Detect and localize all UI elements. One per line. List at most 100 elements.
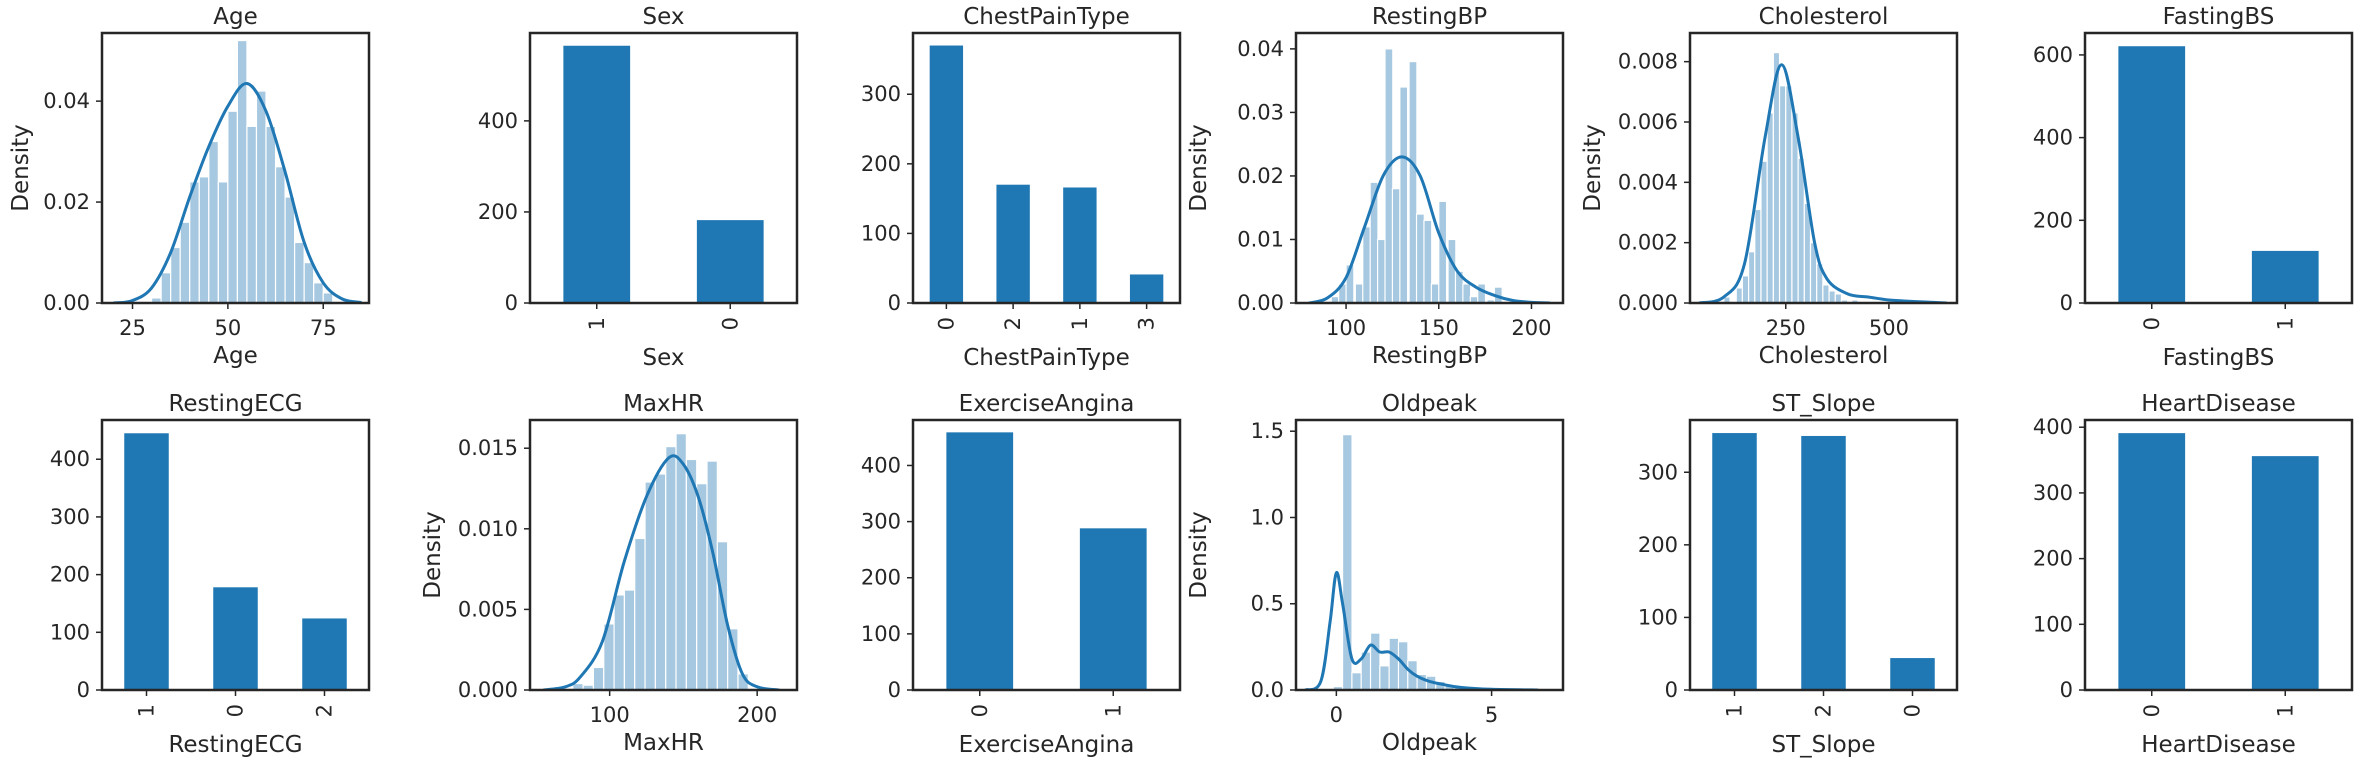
y-tick-label: 100	[861, 622, 901, 646]
histogram-bar	[236, 39, 248, 303]
y-tick-label: 0.04	[43, 89, 90, 113]
x-tick-label: 200	[737, 703, 777, 727]
x-axis-label: FastingBS	[2163, 345, 2275, 371]
x-axis-label: Sex	[643, 345, 685, 371]
subplot-cholesterol: Cholesterol 250 500 0.000 0.002 0.004 0.006 0.0…	[1580, 4, 1959, 369]
histogram-bar	[1369, 632, 1381, 690]
x-tick-label: 5	[1485, 703, 1498, 727]
axes-frame	[1688, 31, 1959, 305]
y-tick-label: 0.000	[458, 678, 518, 702]
histogram-bar	[255, 90, 267, 303]
x-tick-label: 0	[1901, 704, 1925, 717]
subplot-maxhr: MaxHR 100 200 0.000 0.005 0.010 0.015 MaxHR Dens…	[420, 391, 799, 756]
bar	[1129, 274, 1164, 303]
y-tick-label: 0	[1665, 678, 1678, 702]
histogram-bar	[265, 125, 277, 303]
x-axis-label: ChestPainType	[963, 345, 1130, 371]
histogram-bar	[1388, 637, 1400, 690]
histogram-bar	[675, 433, 687, 690]
y-tick-label: 1.0	[1251, 505, 1284, 529]
bar	[1801, 435, 1846, 690]
histogram-bar	[227, 110, 239, 303]
subplot-fastingbs: FastingBS 0 1 0 200 400 600 FastingBS	[2033, 4, 2354, 371]
y-tick-label: 100	[1638, 605, 1678, 629]
y-tick-label: 200	[2033, 208, 2073, 232]
y-tick-label: 0.008	[1618, 50, 1678, 74]
histogram-bar	[1423, 219, 1433, 303]
x-axis-label: HeartDisease	[2141, 732, 2295, 758]
y-tick-label: 0.04	[1237, 37, 1284, 61]
x-axis-label: Oldpeak	[1382, 730, 1478, 756]
y-tick-label: 0.03	[1237, 100, 1284, 124]
histogram-bar	[1822, 284, 1830, 303]
x-tick-label: 250	[1766, 316, 1806, 340]
histogram-bar	[1828, 290, 1836, 303]
bar	[929, 45, 964, 304]
x-axis-label: Age	[213, 343, 257, 369]
y-tick-label: 0.000	[1618, 291, 1678, 315]
histogram-bar	[685, 458, 698, 690]
plot-area	[1304, 434, 1539, 690]
y-axis-label: Density	[1580, 124, 1606, 211]
x-axis-label: RestingECG	[168, 732, 302, 758]
axes-frame	[100, 418, 371, 692]
x-tick-label: 100	[1326, 316, 1366, 340]
histogram-bar	[294, 241, 305, 303]
subplot-title: Sex	[643, 4, 685, 30]
histogram-bar	[696, 483, 708, 690]
y-tick-label: 200	[478, 200, 518, 224]
histogram-bar	[1341, 434, 1353, 690]
axes-frame	[1688, 418, 1959, 692]
x-tick-label: 0	[968, 704, 992, 717]
bar	[1890, 658, 1935, 690]
kde-line	[543, 454, 780, 690]
histogram-bar	[1747, 251, 1756, 303]
histogram-bar	[1791, 112, 1799, 303]
y-tick-label: 400	[861, 453, 901, 477]
histogram-bar	[1351, 672, 1362, 690]
y-tick-label: 400	[2033, 126, 2073, 150]
histogram-bar	[1447, 238, 1457, 303]
x-tick-label: 3	[1135, 317, 1159, 330]
x-tick-label: 2	[1001, 317, 1025, 330]
histogram-bar	[1399, 86, 1409, 303]
histogram-bar	[1362, 226, 1372, 303]
y-tick-label: 0	[505, 291, 518, 315]
x-tick-label: 200	[1511, 316, 1551, 340]
y-tick-label: 0	[888, 678, 901, 702]
subplot-chestpaintype: ChestPainType 0 2 1 3 0 100 200 300 ChestPainType	[861, 4, 1182, 371]
x-tick-label: 1	[135, 704, 159, 717]
bar	[2251, 456, 2319, 690]
subplot-title: ST_Slope	[1772, 391, 1876, 417]
histogram-bar	[1778, 85, 1787, 303]
histogram-bar	[274, 166, 286, 303]
x-tick-label: 1	[2273, 704, 2297, 717]
histogram-bar	[1851, 299, 1859, 303]
x-tick-label: 500	[1869, 316, 1909, 340]
y-tick-label: 100	[50, 620, 90, 644]
y-tick-label: 300	[861, 510, 901, 534]
y-tick-label: 0.0	[1251, 678, 1284, 702]
bar	[996, 184, 1030, 303]
axes-frame	[911, 31, 1182, 305]
subplot-title: MaxHR	[623, 391, 704, 417]
histogram-bar	[1741, 275, 1750, 303]
histogram-bar	[1735, 287, 1744, 303]
subplot-title: FastingBS	[2163, 4, 2275, 30]
x-tick-label: 0	[718, 317, 742, 330]
histogram-bar	[634, 537, 646, 690]
x-axis-label: RestingBP	[1372, 343, 1487, 369]
y-tick-label: 0	[888, 291, 901, 315]
plot-area	[1698, 52, 1947, 303]
x-axis-label: ExerciseAngina	[959, 732, 1135, 758]
y-axis-label: Density	[8, 124, 34, 211]
histogram-bar	[1477, 283, 1487, 303]
bar	[1079, 528, 1147, 690]
histogram-bar	[1840, 299, 1849, 303]
subplot-exerciseangina: ExerciseAngina 0 1 0 100 200 300 400 ExerciseAng…	[861, 391, 1182, 758]
x-tick-label: 1	[585, 317, 609, 330]
axes-frame	[1294, 31, 1565, 305]
x-axis-label: ST_Slope	[1772, 732, 1876, 758]
